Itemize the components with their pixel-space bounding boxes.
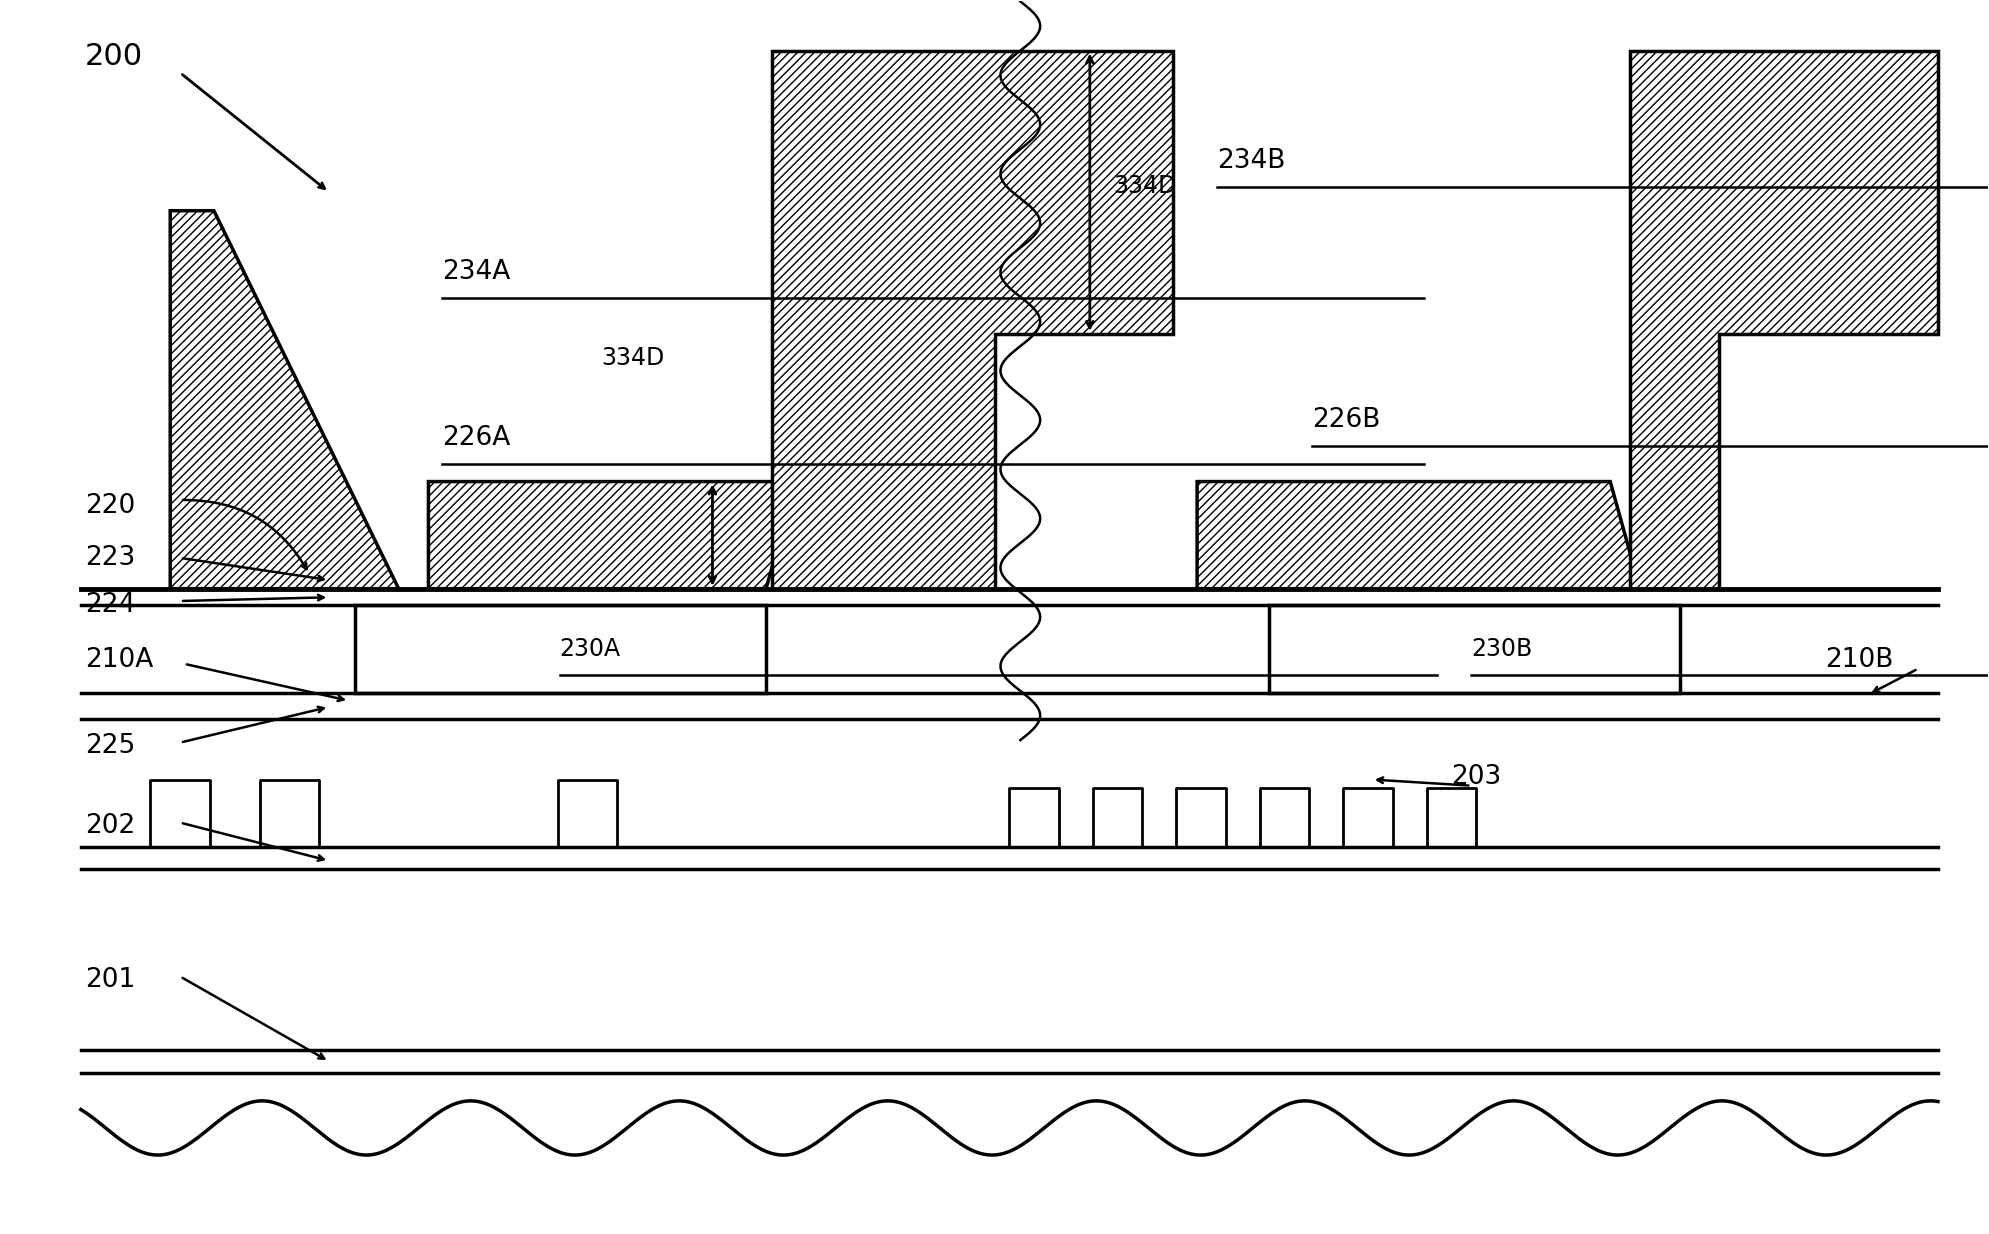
Text: 220: 220 <box>86 494 135 520</box>
Polygon shape <box>772 51 1174 589</box>
Text: 201: 201 <box>86 967 135 993</box>
Text: 230A: 230A <box>559 637 621 661</box>
Polygon shape <box>428 481 796 589</box>
Text: 226A: 226A <box>442 426 511 452</box>
Text: 223: 223 <box>86 545 135 571</box>
Text: 200: 200 <box>86 42 143 72</box>
Polygon shape <box>1631 51 1937 589</box>
Polygon shape <box>171 211 398 589</box>
Polygon shape <box>1197 481 1641 589</box>
Text: 224: 224 <box>86 591 135 618</box>
Bar <box>1269 605 1681 694</box>
Text: 334D: 334D <box>1114 174 1177 199</box>
Text: 230B: 230B <box>1472 637 1532 661</box>
Text: 202: 202 <box>86 813 135 839</box>
Text: 234A: 234A <box>442 259 511 285</box>
Text: 203: 203 <box>1452 764 1502 790</box>
Text: 226B: 226B <box>1313 407 1380 433</box>
Text: 210A: 210A <box>86 647 153 673</box>
Text: 225: 225 <box>86 733 135 759</box>
Text: 334D: 334D <box>601 347 664 370</box>
Text: 234B: 234B <box>1217 148 1285 174</box>
Bar <box>354 605 766 694</box>
Text: 210B: 210B <box>1824 647 1894 673</box>
